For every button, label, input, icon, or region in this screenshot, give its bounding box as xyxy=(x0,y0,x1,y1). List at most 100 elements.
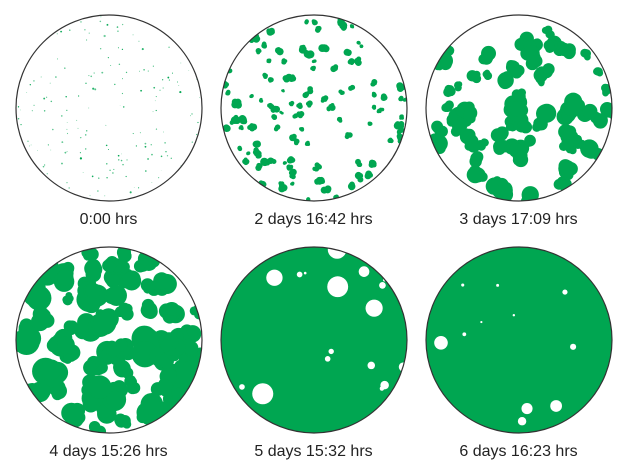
colony xyxy=(106,163,108,165)
colony xyxy=(481,138,489,147)
colony xyxy=(583,144,599,159)
colony xyxy=(455,84,462,91)
colony xyxy=(252,140,260,148)
colony xyxy=(273,105,281,113)
colony xyxy=(266,60,270,64)
colony xyxy=(165,151,167,153)
colony xyxy=(43,97,46,100)
colony xyxy=(238,146,243,151)
colony xyxy=(121,23,124,26)
colony xyxy=(119,104,121,106)
colony xyxy=(150,144,152,146)
colony xyxy=(100,16,102,18)
colony xyxy=(255,164,262,172)
colony xyxy=(30,144,32,146)
colony xyxy=(191,113,193,115)
colony xyxy=(328,103,334,110)
colony xyxy=(17,117,20,120)
colony xyxy=(65,96,67,98)
colony xyxy=(143,69,145,71)
colony xyxy=(104,195,106,197)
colony xyxy=(153,86,156,89)
colony xyxy=(399,114,404,119)
well-image-5 xyxy=(220,246,408,434)
well-label-4: 4 days 15:26 hrs xyxy=(49,443,168,460)
well-background xyxy=(16,15,202,201)
colony xyxy=(357,172,364,179)
colony xyxy=(64,151,67,154)
colony xyxy=(114,413,127,426)
colony xyxy=(444,100,454,110)
colony xyxy=(262,72,267,78)
colony xyxy=(351,25,355,29)
colony xyxy=(140,89,143,92)
colony xyxy=(308,86,313,91)
colony xyxy=(224,127,229,132)
colony xyxy=(162,79,164,81)
colony xyxy=(191,141,193,143)
well-image-6 xyxy=(425,246,613,434)
colony xyxy=(60,30,63,33)
colony xyxy=(141,48,144,51)
colony xyxy=(356,40,361,45)
colony xyxy=(66,151,68,153)
colony xyxy=(141,395,161,415)
colony xyxy=(46,173,48,175)
colony xyxy=(168,46,170,48)
colony xyxy=(56,33,58,35)
colony xyxy=(197,121,199,124)
colony xyxy=(443,87,454,98)
colony xyxy=(541,26,549,34)
well-image-1 xyxy=(15,14,203,202)
colony xyxy=(85,282,102,299)
colony xyxy=(89,195,91,197)
colony xyxy=(302,92,309,99)
colony xyxy=(168,79,170,81)
uncovered-gap xyxy=(365,299,383,317)
well-label-1: 0:00 hrs xyxy=(79,211,138,228)
colony xyxy=(188,70,190,71)
colony xyxy=(120,307,134,321)
colony xyxy=(439,57,452,71)
colony xyxy=(170,157,172,160)
colony xyxy=(45,96,48,98)
colony xyxy=(287,157,294,164)
colony xyxy=(147,70,149,72)
colony xyxy=(89,422,100,433)
colony xyxy=(155,128,158,130)
colony xyxy=(117,47,120,49)
well-image-3 xyxy=(425,14,613,202)
colony xyxy=(239,116,247,125)
colony xyxy=(69,29,71,31)
colony xyxy=(340,25,347,31)
colony xyxy=(61,162,63,165)
well-rim xyxy=(425,246,613,434)
colony xyxy=(354,57,361,65)
colony xyxy=(20,109,21,111)
colony xyxy=(33,104,35,106)
colony xyxy=(80,136,82,139)
colony xyxy=(98,177,100,179)
colony xyxy=(125,71,128,74)
colony xyxy=(92,87,95,90)
well-rim xyxy=(220,14,408,202)
colony xyxy=(250,123,258,131)
colony xyxy=(132,34,134,36)
colony xyxy=(478,54,489,65)
colony xyxy=(56,58,59,60)
colony xyxy=(114,83,116,86)
colony xyxy=(349,60,354,66)
colony xyxy=(367,121,371,125)
colony xyxy=(88,107,90,109)
colony xyxy=(355,158,361,165)
colony xyxy=(77,127,79,129)
colony xyxy=(86,39,88,41)
colony xyxy=(24,384,45,404)
colony xyxy=(268,157,275,164)
colony xyxy=(114,362,130,378)
colony xyxy=(542,63,555,76)
colony xyxy=(84,360,97,373)
colony xyxy=(564,92,583,111)
colony xyxy=(244,159,248,164)
colony xyxy=(86,130,88,132)
